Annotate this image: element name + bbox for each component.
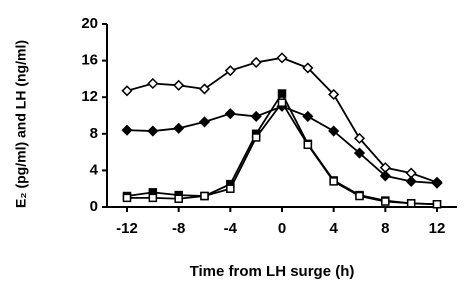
- marker: [121, 85, 133, 97]
- marker: [302, 62, 314, 74]
- marker: [173, 122, 185, 134]
- y-tick-label: 8: [90, 125, 98, 142]
- y-axis-label: E₂ (pg/ml) and LH (ng/ml): [13, 40, 29, 208]
- marker: [148, 193, 158, 203]
- marker: [405, 175, 417, 187]
- x-tick-label: -8: [172, 220, 185, 237]
- marker: [277, 89, 287, 98]
- marker: [353, 147, 366, 159]
- marker: [226, 184, 235, 193]
- marker: [224, 65, 236, 77]
- y-tick-label: 16: [81, 52, 98, 69]
- x-tick-label: 0: [278, 220, 286, 237]
- marker: [250, 56, 262, 68]
- x-tick-label: -4: [224, 220, 238, 237]
- marker: [329, 177, 338, 186]
- marker: [174, 194, 183, 204]
- marker: [328, 125, 340, 137]
- marker: [224, 108, 236, 120]
- marker: [122, 193, 132, 203]
- marker: [381, 197, 390, 206]
- marker: [431, 177, 443, 189]
- x-tick-label: -12: [116, 220, 138, 237]
- marker: [302, 110, 314, 122]
- marker: [198, 83, 211, 95]
- series-line: [126, 56, 438, 184]
- marker: [251, 133, 261, 142]
- series-line: [127, 101, 438, 206]
- y-tick-label: 0: [90, 198, 98, 215]
- marker: [406, 199, 416, 208]
- x-tick-label: 4: [329, 220, 338, 237]
- y-tick-label: 12: [81, 88, 98, 105]
- x-axis-label: Time from LH surge (h): [190, 263, 355, 280]
- series-line: [126, 105, 438, 185]
- marker: [353, 132, 366, 144]
- y-tick-label: 4: [90, 161, 99, 178]
- marker: [276, 52, 288, 64]
- marker: [250, 110, 262, 122]
- marker: [328, 88, 340, 101]
- x-tick-label: 12: [429, 220, 446, 237]
- marker: [277, 98, 287, 107]
- marker: [200, 191, 209, 201]
- marker: [379, 170, 391, 182]
- marker: [303, 140, 313, 150]
- marker: [432, 200, 442, 209]
- marker: [355, 191, 364, 201]
- x-tick-label: 8: [381, 220, 389, 237]
- marker: [173, 79, 185, 91]
- marker: [147, 77, 159, 90]
- marker: [121, 124, 133, 136]
- y-tick-label: 20: [81, 15, 98, 32]
- marker: [198, 116, 211, 128]
- marker: [147, 125, 159, 137]
